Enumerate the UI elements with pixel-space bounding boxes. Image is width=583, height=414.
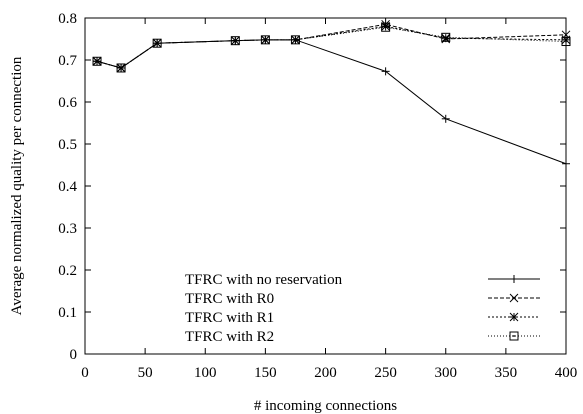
legend-label: TFRC with no reservation [185, 272, 343, 288]
series-line [96, 25, 567, 69]
y-tick-label: 0.3 [58, 221, 77, 237]
x-tick-label: 400 [555, 365, 578, 381]
data-point [260, 35, 270, 45]
data-point [230, 36, 240, 46]
data-point [92, 56, 102, 66]
data-point [441, 32, 451, 42]
x-tick-label: 300 [435, 365, 458, 381]
legend-marker [509, 293, 519, 303]
y-tick-label: 0.7 [58, 53, 77, 69]
data-point [290, 35, 300, 45]
data-point [116, 63, 126, 73]
x-tick-label: 150 [254, 365, 277, 381]
data-point [381, 67, 390, 76]
data-markers [92, 19, 571, 168]
legend-label: TFRC with R0 [185, 291, 274, 307]
y-tick-label: 0.1 [58, 305, 77, 321]
series-lines [96, 23, 567, 165]
y-tick-label: 0 [70, 347, 78, 363]
x-tick-label: 250 [374, 365, 397, 381]
x-tick-label: 50 [138, 365, 153, 381]
y-axis-label: Average normalized quality per connectio… [9, 56, 25, 315]
y-tick-label: 0.6 [58, 95, 77, 111]
y-tick-label: 0.4 [58, 179, 77, 195]
series-line [96, 39, 567, 165]
legend-label: TFRC with R1 [185, 310, 274, 326]
y-tick-label: 0.5 [58, 137, 77, 153]
plot-frame [84, 17, 567, 355]
x-tick-label: 0 [81, 365, 89, 381]
legend-marker [509, 312, 519, 322]
legend-label: TFRC with R2 [185, 329, 274, 345]
x-tick-label: 200 [314, 365, 337, 381]
x-tick-label: 350 [495, 365, 518, 381]
data-point [381, 22, 391, 32]
data-point [152, 38, 162, 48]
axis-ticks [84, 17, 567, 355]
x-tick-label: 100 [194, 365, 217, 381]
series-line [96, 23, 567, 69]
legend-marker [510, 275, 518, 283]
tick-labels: 0 50 100 150 200 250 300 350 400 0 0.1 0.2 0.3 0.4 0.5… [58, 11, 577, 381]
data-point [441, 114, 450, 123]
legend-marker [509, 331, 519, 341]
y-tick-label: 0.8 [58, 11, 77, 27]
x-axis-label: # incoming connections [254, 398, 397, 414]
y-tick-label: 0.2 [58, 263, 77, 279]
legend: TFRC with no reservation TFRC with R0 TFRC… [185, 272, 540, 345]
